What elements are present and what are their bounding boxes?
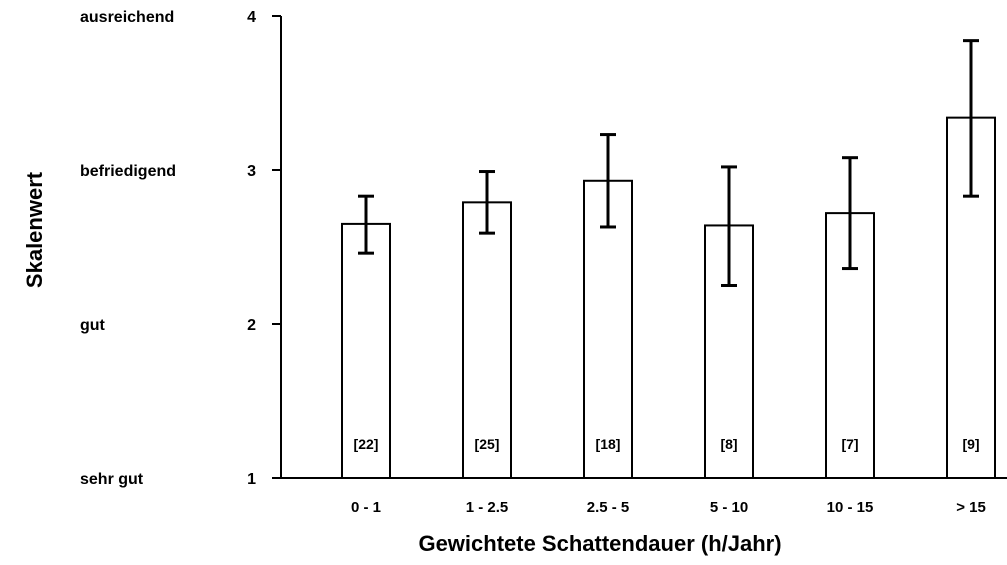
sample-size-label: [9] (962, 436, 979, 452)
x-category-label: 2.5 - 5 (587, 499, 630, 516)
bars (341, 116, 996, 479)
bar (341, 222, 391, 479)
x-category-label: 0 - 1 (351, 499, 381, 516)
x-category-label: 5 - 10 (710, 499, 748, 516)
y-tick-labels: 1 2 3 4 (247, 9, 256, 488)
error-bars (358, 39, 979, 287)
y-scale-label: befriedigend (80, 163, 176, 180)
sample-size-labels: [22] [25] [18] [8] [7] [9] (354, 436, 980, 452)
x-category-labels: 0 - 1 1 - 2.5 2.5 - 5 5 - 10 10 - 15 > 15 (351, 499, 986, 516)
x-category-label: 10 - 15 (827, 499, 874, 516)
x-category-label: 1 - 2.5 (466, 499, 509, 516)
y-scale-label: gut (80, 317, 106, 334)
sample-size-label: [25] (475, 436, 500, 452)
bar (462, 201, 512, 479)
y-tick-label: 3 (247, 163, 256, 180)
x-axis-title: Gewichtete Schattendauer (h/Jahr) (418, 531, 781, 556)
y-axis (272, 15, 282, 479)
y-tick-label: 2 (247, 317, 256, 334)
sample-size-label: [7] (841, 436, 858, 452)
y-scale-label: sehr gut (80, 471, 144, 488)
sample-size-label: [22] (354, 436, 379, 452)
y-scale-label: ausreichend (80, 9, 174, 26)
sample-size-label: [8] (720, 436, 737, 452)
x-category-label: > 15 (956, 499, 986, 516)
y-tick-label: 1 (247, 471, 256, 488)
bar (583, 179, 633, 479)
y-axis-title: Skalenwert (22, 171, 47, 288)
sample-size-label: [18] (596, 436, 621, 452)
y-tick-label: 4 (247, 9, 256, 26)
y-scale-labels: sehr gut gut befriedigend ausreichend (80, 9, 176, 488)
